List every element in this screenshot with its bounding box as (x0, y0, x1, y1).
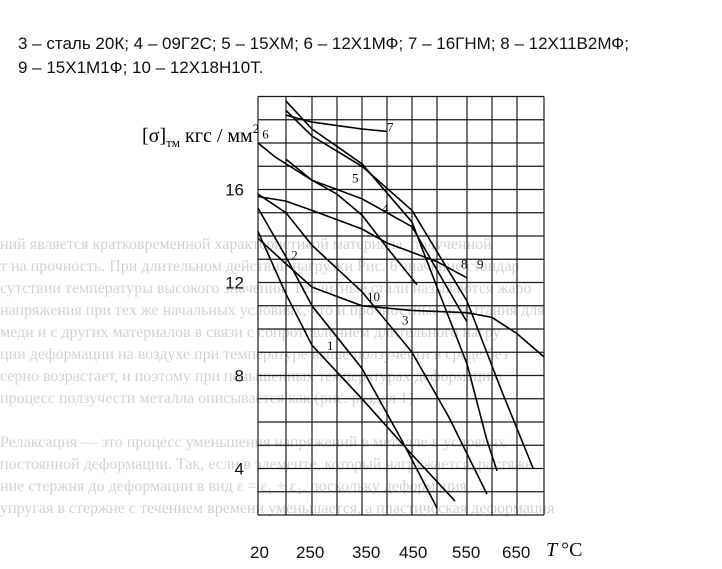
x-tick-label: 20 (250, 543, 269, 562)
ghost-line: процесс ползучести металла описывается к… (0, 390, 414, 407)
caption-line-1: 3 – сталь 20К; 4 – 09Г2С; 5 – 15ХМ; 6 – … (18, 34, 629, 53)
series-label-4: 4 (382, 201, 389, 216)
figure-caption: 3 – сталь 20К; 4 – 09Г2С; 5 – 15ХМ; 6 – … (18, 32, 629, 80)
y-tick-label: 16 (225, 181, 244, 200)
series-label-6: 6 (262, 126, 269, 141)
chart-grid (257, 95, 545, 516)
x-axis-title: T °C (546, 539, 582, 561)
ghost-line: серно возрастает, и поэтому при повышенн… (0, 368, 503, 385)
y-axis-units: кгс / мм (180, 125, 253, 147)
x-tick-label: 350 (352, 543, 380, 562)
ghost-line: ние стержня до деформации в вид ε = ε₁ +… (0, 478, 467, 495)
series-label-5: 5 (352, 171, 359, 186)
chart-curves (257, 100, 545, 509)
ghost-line: Релаксация — это процесс уменьшения напр… (0, 434, 506, 451)
y-tick-label: 4 (235, 460, 244, 479)
y-axis-symbol: [σ] (142, 125, 166, 147)
x-axis-unit: °C (561, 539, 582, 561)
ghost-line: упругая в стержне с течением времени уме… (0, 500, 555, 517)
ghost-line: сутствии температуры высокого значения. … (0, 280, 532, 297)
x-tick-label: 550 (452, 543, 480, 562)
series-line-7 (285, 114, 388, 133)
series-line-5 (257, 195, 468, 279)
series-line-6 (257, 142, 468, 323)
series-label-8: 8 (461, 257, 468, 272)
series-line-10 (257, 237, 545, 358)
y-axis-label: [σ]тм кгс / мм2 (142, 121, 259, 150)
ghost-line: ции деформации на воздухе при температур… (0, 346, 509, 363)
ghost-line: меди и с других материалов в связи с соп… (0, 324, 501, 341)
y-tick-label: 12 (225, 274, 244, 293)
series-line-1 (257, 231, 456, 502)
series-label-9: 9 (477, 257, 484, 272)
caption-line-2: 9 – 15Х1М1Ф; 10 – 12Х18Н10Т. (18, 58, 264, 77)
y-axis-ticks: 4 8 12 16 (225, 181, 244, 479)
x-tick-label: 450 (399, 543, 427, 562)
ghost-line: т на прочность. При длительном действии … (0, 258, 520, 275)
y-axis-units-sup: 2 (253, 121, 260, 136)
chart-curve-labels: 1 2 3 4 5 6 7 8 9 10 (262, 119, 483, 353)
series-line-8 (285, 100, 498, 472)
series-label-10: 10 (367, 289, 380, 304)
x-axis-ticks: 20 250 350 450 550 650 (250, 543, 530, 562)
series-line-9 (285, 109, 534, 469)
x-axis-letter: T (546, 539, 559, 561)
series-line-3 (257, 193, 488, 495)
ghost-line: ний является кратковременной характерист… (0, 236, 492, 253)
series-label-7: 7 (387, 119, 394, 134)
y-axis-subscript: тм (166, 135, 180, 150)
x-tick-label: 650 (502, 543, 530, 562)
y-tick-label: 8 (235, 367, 244, 386)
x-tick-label: 250 (296, 543, 324, 562)
series-label-1: 1 (327, 338, 334, 353)
series-line-2 (257, 207, 438, 509)
series-label-2: 2 (291, 247, 298, 262)
series-label-3: 3 (402, 312, 409, 327)
